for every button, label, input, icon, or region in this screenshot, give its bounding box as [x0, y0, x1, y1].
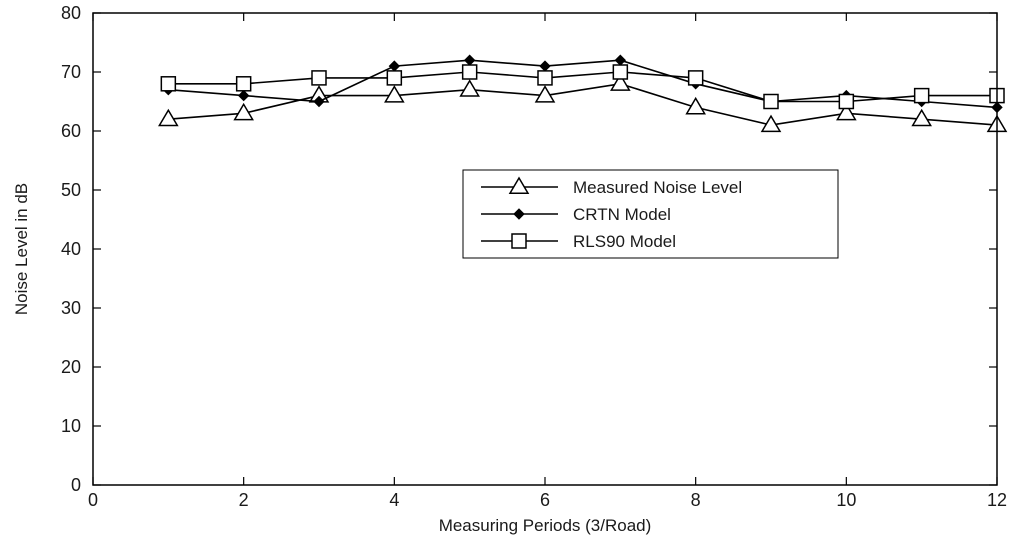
y-tick-label: 10 — [61, 416, 81, 436]
y-tick-label: 60 — [61, 121, 81, 141]
y-tick-label: 40 — [61, 239, 81, 259]
legend-label: Measured Noise Level — [573, 178, 742, 197]
x-axis-label: Measuring Periods (3/Road) — [439, 516, 652, 535]
triangle-marker — [836, 102, 857, 121]
y-tick-label: 50 — [61, 180, 81, 200]
series-diamond — [162, 54, 1003, 114]
diamond-marker — [463, 54, 476, 66]
triangle-marker — [911, 108, 932, 127]
plot-frame — [92, 12, 998, 486]
square-marker — [537, 70, 553, 86]
triangle-marker — [508, 176, 530, 195]
square-marker — [311, 70, 327, 86]
axis-ticks: 0 2 4 6 8 10 12 0 10 20 30 40 50 60 70 80 — [61, 3, 1007, 510]
y-tick-label: 80 — [61, 3, 81, 23]
series-triangle — [158, 73, 1008, 133]
triangle-marker — [158, 108, 179, 127]
square-marker — [386, 70, 403, 86]
x-tick-label: 10 — [836, 490, 856, 510]
square-marker — [913, 87, 930, 104]
diamond-marker — [614, 54, 627, 66]
square-marker — [612, 64, 629, 80]
triangle-marker — [534, 85, 556, 103]
triangle-marker — [384, 85, 405, 103]
legend-label: RLS90 Model — [573, 232, 676, 251]
diamond-marker — [237, 89, 250, 102]
x-tick-label: 4 — [389, 490, 399, 510]
triangle-marker — [459, 79, 480, 97]
diamond-marker — [513, 208, 525, 220]
x-tick-label: 0 — [88, 490, 98, 510]
square-marker — [687, 70, 704, 86]
square-marker — [838, 93, 855, 110]
legend-items: Measured Noise Level CRTN Model RLS90 Mode… — [481, 176, 742, 251]
series-line — [168, 71, 997, 103]
y-tick-label: 70 — [61, 62, 81, 82]
square-marker — [511, 233, 527, 249]
legend: Measured Noise Level CRTN Model RLS90 Mode… — [462, 169, 839, 259]
legend-item: CRTN Model — [481, 205, 671, 224]
diamond-marker — [388, 60, 401, 72]
legend-label: CRTN Model — [573, 205, 671, 224]
triangle-marker — [685, 96, 706, 115]
series-line — [168, 82, 998, 126]
square-marker — [461, 64, 478, 80]
y-tick-label: 20 — [61, 357, 81, 377]
square-marker — [160, 76, 177, 92]
x-tick-label: 12 — [987, 490, 1007, 510]
square-marker — [763, 93, 779, 110]
x-tick-label: 2 — [239, 490, 249, 510]
diamond-marker — [539, 60, 551, 72]
series-square — [160, 64, 1005, 110]
legend-item: RLS90 Model — [481, 232, 676, 251]
series-line — [168, 59, 998, 109]
legend-item: Measured Noise Level — [481, 176, 742, 197]
x-tick-label: 8 — [691, 490, 701, 510]
diamond-marker — [313, 95, 325, 108]
series-layer — [158, 54, 1008, 133]
y-axis-label: Noise Level in dB — [12, 183, 31, 315]
y-tick-label: 0 — [71, 475, 81, 495]
y-tick-label: 30 — [61, 298, 81, 318]
x-tick-label: 6 — [540, 490, 550, 510]
triangle-marker — [233, 102, 254, 121]
triangle-marker — [760, 114, 782, 133]
triangle-marker — [610, 73, 631, 91]
square-marker — [235, 76, 252, 92]
